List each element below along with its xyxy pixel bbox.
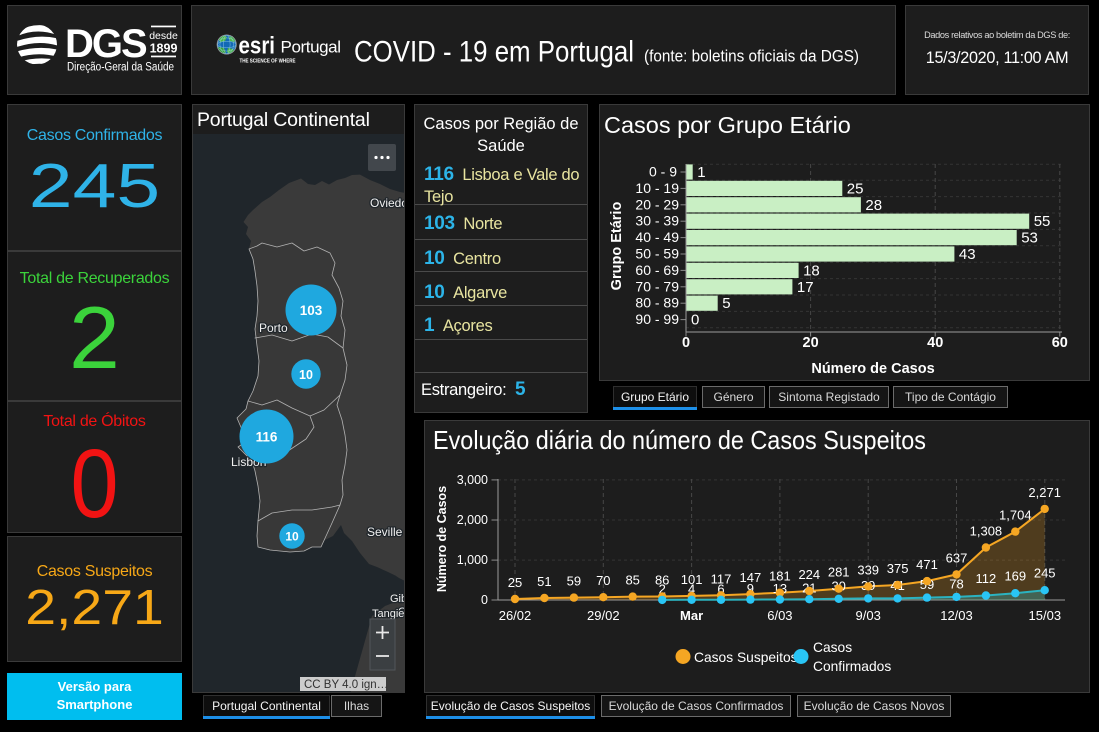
svg-text:25: 25	[847, 180, 864, 197]
svg-text:51: 51	[537, 574, 551, 589]
svg-text:20 - 29: 20 - 29	[635, 196, 679, 212]
svg-text:Número de Casos: Número de Casos	[435, 486, 449, 592]
svg-text:70 - 79: 70 - 79	[635, 278, 679, 294]
svg-text:78: 78	[949, 576, 963, 591]
svg-text:85: 85	[625, 573, 639, 588]
svg-text:147: 147	[740, 570, 762, 585]
svg-text:339: 339	[857, 562, 879, 577]
svg-text:4: 4	[688, 581, 695, 596]
svg-text:0: 0	[481, 593, 488, 607]
svg-text:40 - 49: 40 - 49	[635, 229, 679, 245]
svg-text:117: 117	[711, 571, 732, 586]
svg-text:6: 6	[717, 581, 724, 596]
svg-text:Gib: Gib	[390, 593, 404, 605]
svg-text:desde: desde	[149, 30, 178, 42]
svg-text:10 - 19: 10 - 19	[635, 180, 679, 196]
svg-text:101: 101	[681, 572, 703, 587]
svg-text:Casos Suspeitos: Casos Suspeitos	[694, 650, 798, 665]
svg-text:Grupo Etário: Grupo Etário	[609, 202, 625, 291]
svg-text:Direção-Geral da Saúde: Direção-Geral da Saúde	[67, 62, 174, 74]
svg-text:181: 181	[769, 569, 791, 584]
svg-text:10: 10	[285, 530, 299, 544]
svg-text:Portugal: Portugal	[281, 38, 341, 57]
svg-text:Porto: Porto	[259, 321, 288, 335]
svg-text:1,308: 1,308	[970, 524, 1003, 539]
svg-text:0 - 9: 0 - 9	[649, 164, 677, 180]
svg-text:245: 245	[1034, 566, 1056, 581]
svg-text:9/03: 9/03	[856, 608, 881, 623]
svg-text:CC BY 4.0 ign…: CC BY 4.0 ign…	[304, 679, 388, 691]
svg-text:Número de Casos: Número de Casos	[811, 361, 934, 377]
svg-text:Casos por Grupo Etário: Casos por Grupo Etário	[604, 112, 851, 138]
svg-text:60: 60	[1052, 335, 1068, 351]
svg-text:20: 20	[803, 335, 819, 351]
svg-text:60 - 69: 60 - 69	[635, 262, 679, 278]
svg-text:1: 1	[697, 164, 705, 181]
svg-text:9: 9	[747, 581, 754, 596]
svg-text:86: 86	[655, 573, 669, 588]
svg-text:0: 0	[691, 312, 699, 329]
svg-text:103: 103	[300, 303, 323, 318]
svg-text:3,000: 3,000	[457, 473, 488, 487]
svg-text:281: 281	[828, 565, 850, 580]
svg-text:112: 112	[976, 571, 997, 586]
svg-text:471: 471	[916, 557, 938, 572]
svg-text:59: 59	[567, 574, 581, 589]
svg-text:2,271: 2,271	[1028, 485, 1061, 500]
svg-text:50 - 59: 50 - 59	[635, 246, 679, 262]
svg-text:116: 116	[256, 430, 278, 445]
svg-text:17: 17	[797, 279, 814, 296]
svg-text:637: 637	[946, 550, 968, 565]
svg-text:2: 2	[659, 581, 666, 596]
svg-text:224: 224	[798, 567, 820, 582]
svg-text:1,000: 1,000	[457, 553, 488, 567]
svg-text:55: 55	[1034, 213, 1051, 230]
svg-text:1,704: 1,704	[999, 508, 1032, 523]
svg-text:53: 53	[1021, 230, 1038, 247]
svg-text:Evolução diária do número de C: Evolução diária do número de Casos Suspe…	[433, 425, 926, 455]
svg-text:COVID - 19 em Portugal: COVID - 19 em Portugal	[354, 36, 634, 69]
svg-text:18: 18	[803, 262, 820, 279]
svg-text:1899: 1899	[150, 42, 178, 56]
svg-text:40: 40	[927, 335, 943, 351]
svg-text:29/02: 29/02	[587, 608, 620, 623]
svg-text:25: 25	[508, 575, 522, 590]
svg-text:28: 28	[865, 197, 882, 214]
svg-text:C: C	[398, 606, 404, 618]
svg-text:DGS: DGS	[65, 22, 147, 66]
svg-text:90 - 99: 90 - 99	[635, 311, 679, 327]
svg-text:26/02: 26/02	[499, 608, 532, 623]
svg-text:5: 5	[722, 295, 730, 312]
svg-text:Confirmados: Confirmados	[813, 659, 891, 674]
svg-text:Oviedo: Oviedo	[370, 196, 404, 210]
svg-text:(fonte: boletins oficiais da D: (fonte: boletins oficiais da DGS)	[644, 48, 859, 66]
svg-text:Casos: Casos	[813, 640, 852, 655]
svg-text:THE SCIENCE OF WHERE: THE SCIENCE OF WHERE	[240, 59, 296, 65]
svg-text:Mar: Mar	[680, 608, 703, 623]
svg-text:6/03: 6/03	[767, 608, 792, 623]
svg-text:169: 169	[1004, 569, 1026, 584]
svg-text:70: 70	[596, 573, 610, 588]
svg-text:Tangie: Tangie	[372, 608, 404, 620]
svg-text:esri: esri	[239, 33, 276, 60]
svg-text:30 - 39: 30 - 39	[635, 213, 679, 229]
svg-text:43: 43	[959, 246, 976, 263]
svg-text:12/03: 12/03	[940, 608, 973, 623]
svg-text:10: 10	[299, 368, 313, 382]
svg-text:0: 0	[682, 335, 690, 351]
svg-text:15/03: 15/03	[1029, 608, 1062, 623]
svg-text:80 - 89: 80 - 89	[635, 295, 679, 311]
svg-text:Seville: Seville	[367, 525, 403, 539]
svg-text:2,000: 2,000	[457, 513, 488, 527]
svg-text:375: 375	[887, 561, 909, 576]
